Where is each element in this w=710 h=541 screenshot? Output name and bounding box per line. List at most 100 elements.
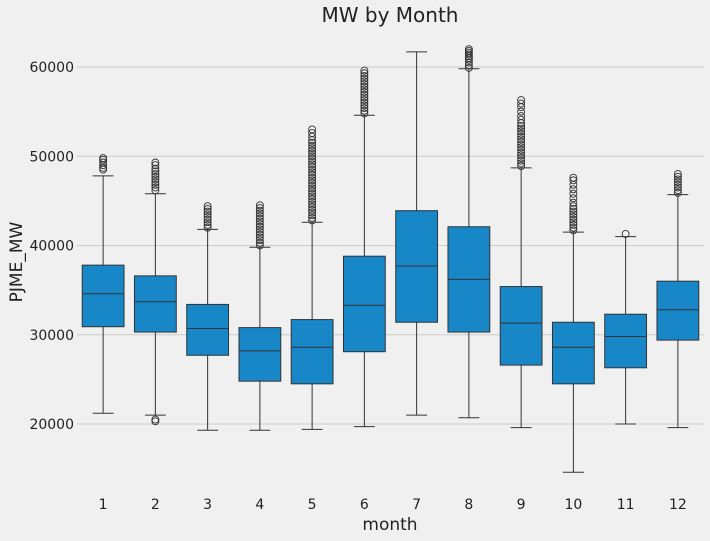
outlier-point — [360, 71, 369, 80]
iqr-box — [656, 280, 700, 341]
outlier-point — [360, 101, 369, 110]
x-tick-label: 4 — [255, 497, 264, 513]
box-month-4 — [238, 201, 282, 431]
y-tick-label: 60000 — [29, 60, 74, 76]
outlier-point — [203, 223, 212, 232]
outlier-point — [99, 154, 108, 162]
outlier-point — [569, 189, 578, 198]
outlier-point — [255, 212, 264, 220]
outlier-point — [99, 163, 108, 172]
outlier-point — [517, 151, 526, 160]
outlier-point — [203, 212, 212, 221]
outlier-point — [308, 154, 317, 163]
x-tick-label: 9 — [517, 497, 526, 513]
outlier-point — [308, 213, 317, 222]
box-month-5 — [290, 125, 334, 430]
outlier-point — [151, 183, 160, 192]
outlier-point — [517, 140, 526, 149]
outlier-point — [151, 186, 160, 195]
grid-lines — [77, 66, 704, 425]
outlier-point — [255, 241, 264, 250]
outlier-point — [517, 162, 526, 171]
outlier-point — [203, 202, 212, 211]
iqr-box — [186, 303, 230, 356]
outlier-point — [308, 208, 317, 217]
outlier-point — [308, 211, 317, 220]
outlier-point — [517, 138, 526, 146]
iqr-box — [238, 327, 282, 382]
outlier-point — [569, 210, 578, 219]
chart-title: MW by Month — [322, 3, 459, 27]
box-month-7 — [395, 51, 439, 416]
outlier-point — [517, 99, 526, 108]
outlier-point — [308, 173, 317, 182]
iqr-box — [499, 286, 543, 366]
outlier-point — [517, 148, 526, 157]
outlier-point — [517, 115, 526, 124]
outlier-point — [517, 124, 526, 133]
outlier-point — [308, 144, 317, 153]
iqr-box — [604, 313, 648, 369]
outlier-point — [517, 159, 526, 168]
x-tick-label: 11 — [617, 497, 635, 513]
outlier-point — [569, 218, 578, 227]
outlier-point — [151, 167, 160, 176]
outlier-point — [203, 218, 212, 227]
outlier-point — [517, 146, 526, 154]
outlier-point — [360, 80, 369, 88]
x-tick-label: 3 — [203, 497, 212, 513]
outlier-point — [569, 207, 578, 216]
y-tick-labels: 20000 30000 40000 50000 60000 — [29, 60, 74, 433]
outlier-point — [569, 194, 578, 203]
outlier-point — [569, 198, 578, 207]
outlier-point — [308, 152, 317, 161]
box-month-10 — [551, 173, 595, 473]
x-tick-label: 8 — [464, 497, 473, 513]
iqr-box — [551, 321, 595, 385]
outlier-point — [308, 125, 317, 134]
outlier-point — [360, 82, 369, 91]
outlier-point — [360, 74, 369, 83]
box-month-9 — [499, 96, 543, 429]
outlier-point — [255, 238, 264, 247]
outlier-point — [360, 98, 369, 107]
outlier-point — [308, 195, 317, 204]
outlier-point — [255, 217, 264, 226]
outlier-point — [673, 188, 682, 197]
outlier-point — [308, 149, 317, 158]
outlier-point — [255, 201, 264, 210]
outlier-point — [203, 207, 212, 216]
y-tick-label: 40000 — [29, 239, 74, 255]
boxes-layer — [81, 45, 700, 473]
outlier-point — [360, 96, 369, 104]
outlier-point — [517, 132, 526, 141]
outlier-point — [517, 121, 526, 130]
outlier-point — [255, 225, 264, 234]
iqr-box — [290, 319, 334, 385]
outlier-point — [308, 168, 317, 177]
outlier-point — [255, 220, 264, 229]
outlier-point — [151, 415, 160, 424]
outlier-point — [673, 183, 682, 192]
outlier-point — [308, 176, 317, 185]
x-tick-label: 2 — [151, 497, 160, 513]
outlier-point — [255, 228, 264, 237]
outlier-point — [308, 187, 317, 196]
outlier-point — [360, 66, 369, 75]
outlier-point — [308, 160, 317, 169]
outlier-point — [308, 129, 317, 137]
outlier-point — [569, 212, 578, 221]
outlier-point — [308, 184, 317, 193]
outlier-point — [255, 236, 264, 245]
outlier-point — [255, 222, 264, 231]
outlier-point — [517, 107, 526, 116]
outlier-point — [569, 202, 578, 211]
outlier-point — [308, 138, 317, 147]
outlier-point — [464, 58, 473, 67]
outlier-point — [464, 45, 473, 54]
outlier-point — [308, 171, 317, 179]
outlier-point — [517, 129, 526, 138]
outlier-point — [99, 158, 108, 167]
outlier-point — [569, 173, 578, 182]
